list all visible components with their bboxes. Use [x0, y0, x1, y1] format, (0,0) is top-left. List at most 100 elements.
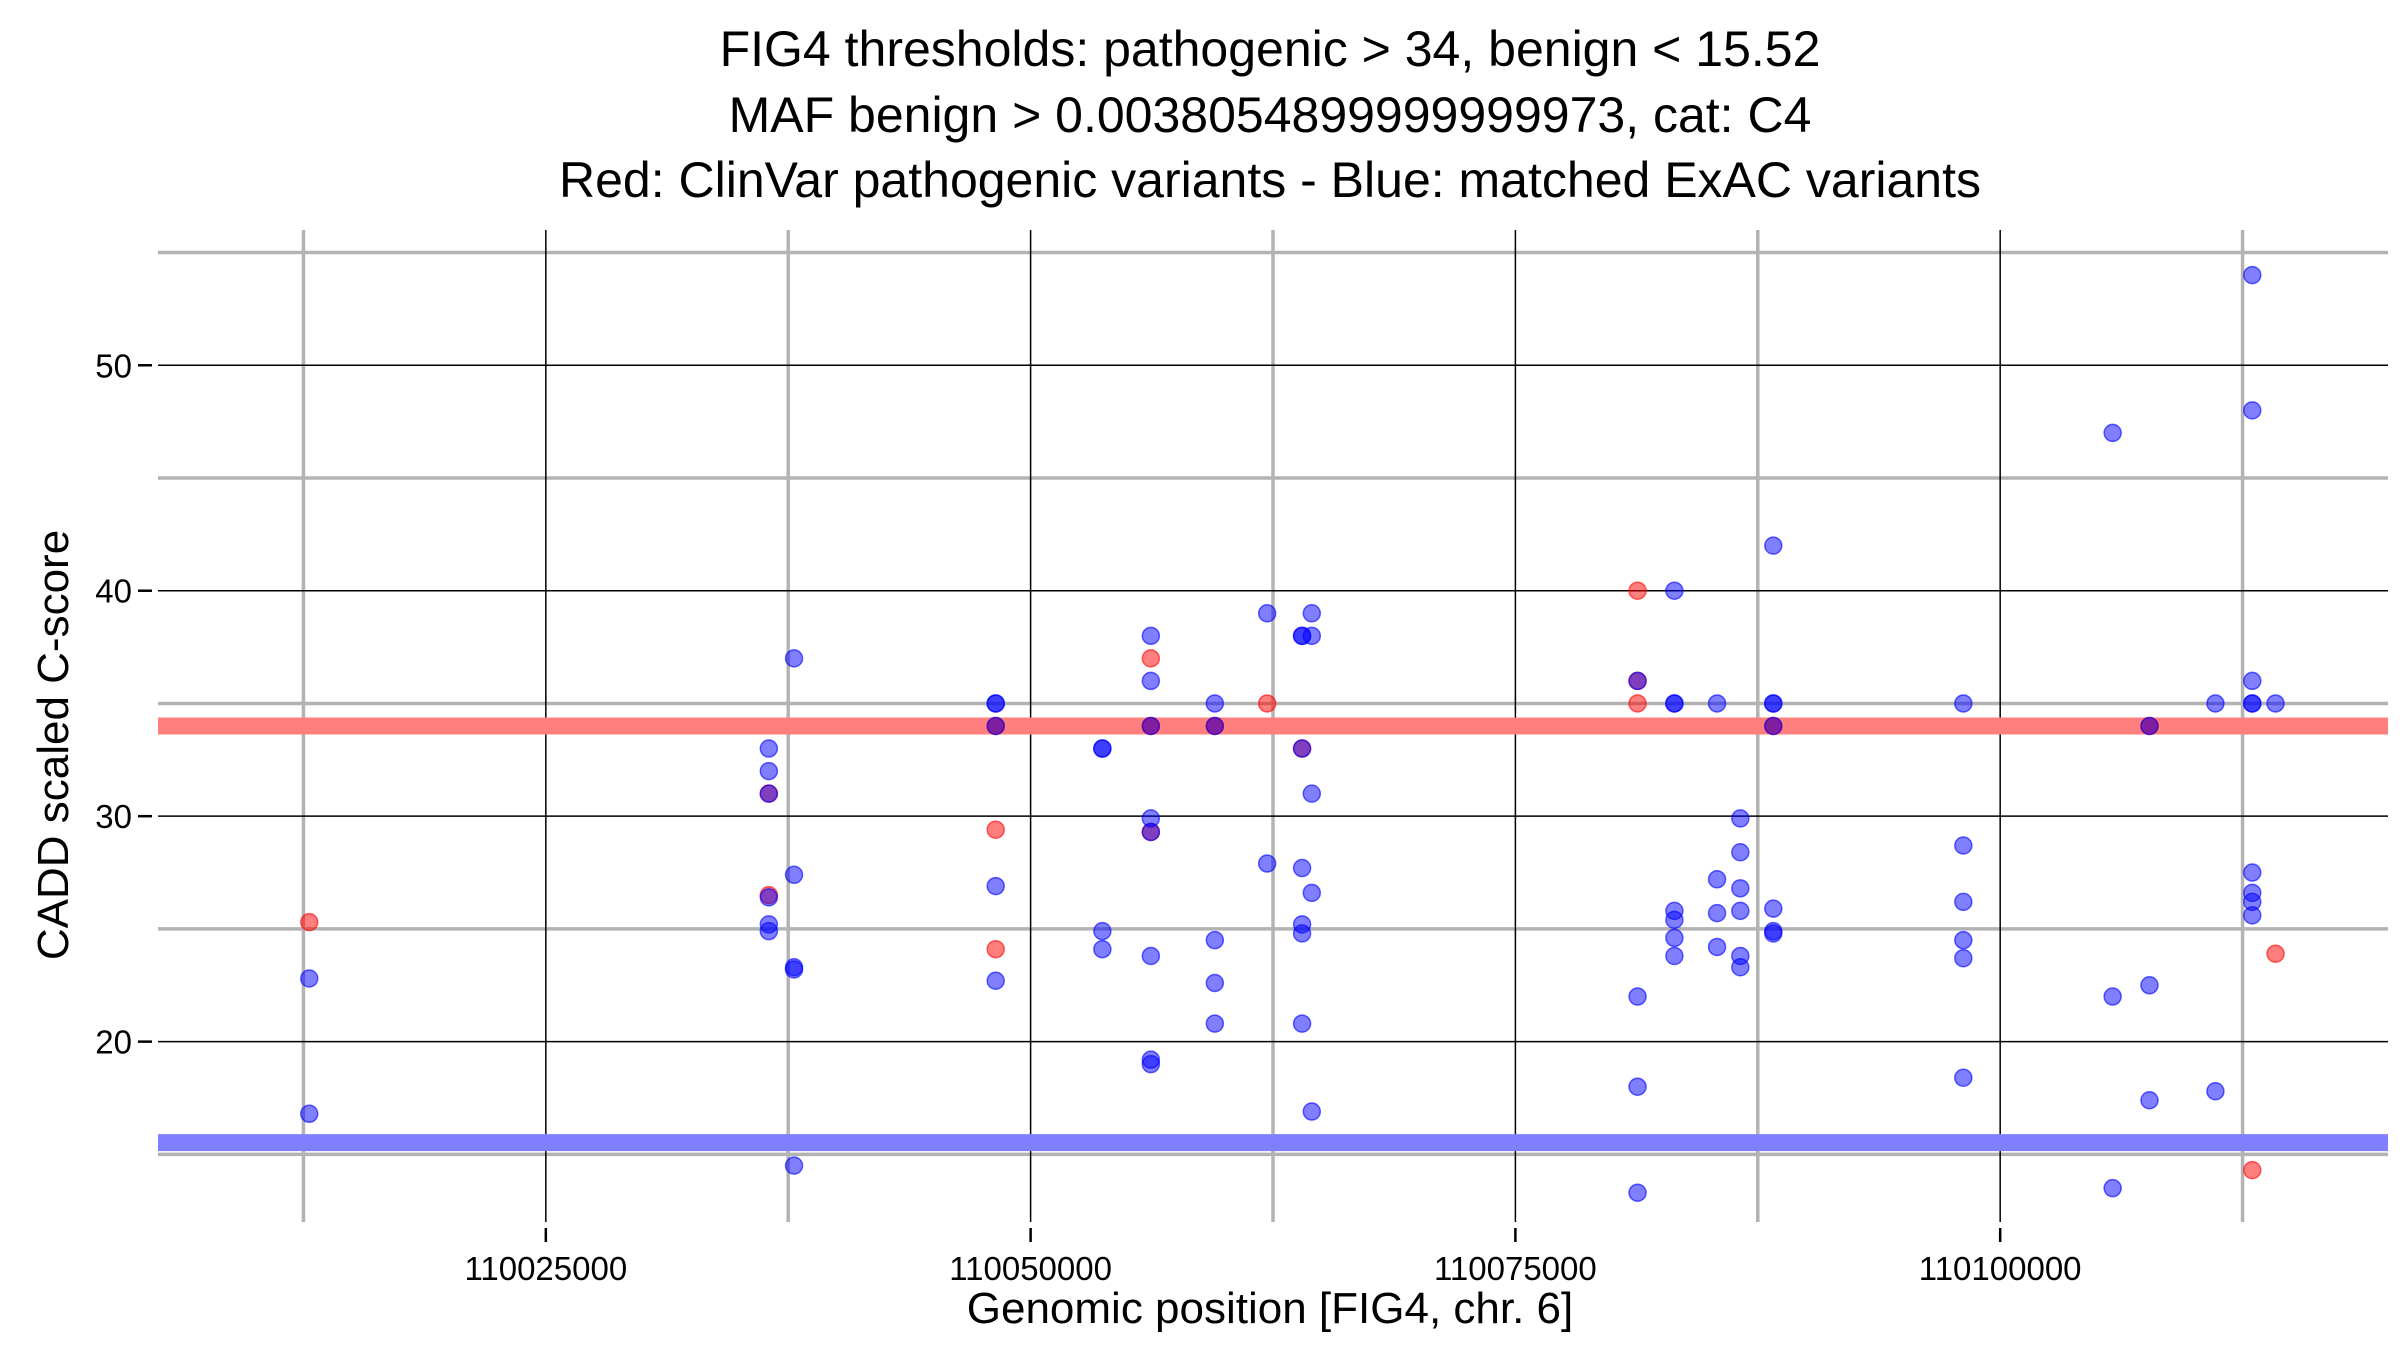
data-point-series-1	[986, 876, 1005, 896]
data-point-series-1	[1731, 901, 1750, 921]
data-point-series-1	[1141, 716, 1161, 736]
data-point-series-1	[1205, 973, 1225, 993]
data-point-series-1	[1141, 671, 1161, 691]
data-point-series-0	[2266, 944, 2285, 963]
data-point-series-1	[1205, 1014, 1225, 1033]
data-point-series-1	[1954, 930, 1973, 950]
data-point-series-1	[1257, 854, 1277, 873]
y-axis-title: CADD scaled C-score	[29, 530, 78, 960]
data-point-series-1	[2243, 401, 2262, 420]
data-point-series-1	[1292, 858, 1312, 878]
data-point-series-1	[1302, 883, 1322, 903]
data-point-series-1	[1302, 784, 1322, 803]
data-point-series-1	[759, 784, 779, 803]
x-tick-label: 110100000	[1919, 1250, 2082, 1287]
data-point-series-0	[986, 939, 1005, 959]
data-point-series-1	[1731, 809, 1750, 828]
data-point-series-1	[1141, 822, 1161, 842]
data-point-series-1	[986, 694, 1005, 713]
data-point-series-1	[1141, 946, 1161, 966]
data-point-series-1	[1141, 1054, 1161, 1074]
data-point-series-1	[1707, 870, 1727, 889]
data-point-series-1	[2243, 671, 2262, 691]
data-point-series-1	[2103, 423, 2122, 443]
data-point-series-1	[2103, 987, 2122, 1006]
data-points	[300, 265, 2285, 1202]
data-point-series-1	[1731, 843, 1750, 862]
data-point-series-1	[784, 960, 804, 979]
x-tick-label: 110050000	[949, 1250, 1112, 1287]
data-point-series-1	[1628, 1183, 1647, 1202]
data-point-series-1	[1954, 1068, 1973, 1087]
chart-title-line-2: MAF benign > 0.0038054899999999973, cat:…	[729, 87, 1812, 143]
data-point-series-1	[2103, 1178, 2122, 1198]
data-point-series-1	[986, 716, 1005, 736]
data-point-series-1	[300, 969, 319, 988]
x-axis: 110025000 110050000 110075000 110100000	[464, 1228, 2082, 1287]
data-point-series-1	[784, 865, 804, 885]
data-point-series-1	[2206, 1081, 2225, 1101]
y-tick-label: 20	[95, 1024, 132, 1061]
data-point-series-1	[1764, 536, 1783, 555]
data-point-series-0	[1141, 649, 1161, 668]
data-point-series-1	[2243, 863, 2262, 882]
data-point-series-1	[1707, 903, 1727, 923]
data-point-series-1	[1093, 921, 1112, 941]
data-point-series-0	[986, 820, 1005, 839]
data-point-series-1	[1292, 1014, 1312, 1033]
data-point-series-1	[2243, 906, 2262, 925]
data-point-series-1	[1205, 930, 1225, 950]
x-tick-label: 110075000	[1434, 1250, 1597, 1287]
data-point-series-0	[300, 912, 319, 932]
data-point-series-1	[759, 739, 779, 758]
data-point-series-1	[1731, 957, 1750, 977]
chart-title-line-1: FIG4 thresholds: pathogenic > 34, benign…	[720, 21, 1821, 77]
data-point-series-1	[1665, 946, 1684, 966]
data-point-series-1	[2243, 694, 2262, 713]
data-point-series-1	[1665, 581, 1684, 600]
data-point-series-1	[2243, 265, 2262, 285]
data-point-series-1	[1093, 939, 1112, 959]
data-point-series-0	[1628, 581, 1647, 600]
y-tick-label: 40	[95, 573, 132, 610]
data-point-series-1	[1628, 671, 1647, 691]
data-point-series-1	[1093, 739, 1112, 758]
data-point-series-1	[1954, 836, 1973, 855]
data-point-series-1	[1628, 1077, 1647, 1096]
y-tick-label: 30	[95, 798, 132, 835]
data-point-series-1	[1764, 716, 1783, 736]
data-point-series-1	[759, 921, 779, 941]
data-point-series-0	[2243, 1160, 2262, 1180]
data-point-series-1	[1731, 879, 1750, 898]
threshold-lines	[158, 717, 2388, 1152]
y-axis: 20 30 40 50	[95, 347, 152, 1061]
data-point-series-1	[1764, 694, 1783, 713]
data-point-series-1	[1665, 928, 1684, 948]
data-point-series-1	[1205, 694, 1225, 713]
data-point-series-1	[784, 649, 804, 668]
data-point-series-1	[2266, 694, 2285, 713]
x-axis-title: Genomic position [FIG4, chr. 6]	[967, 1284, 1573, 1333]
data-point-series-1	[1665, 694, 1684, 713]
data-point-series-1	[1292, 739, 1312, 758]
data-point-series-1	[1954, 892, 1973, 912]
data-point-series-1	[2140, 1091, 2159, 1110]
data-point-series-1	[986, 971, 1005, 991]
chart-title: FIG4 thresholds: pathogenic > 34, benign…	[559, 21, 1981, 208]
data-point-series-1	[759, 888, 779, 907]
data-point-series-1	[1665, 910, 1684, 930]
x-tick-label: 110025000	[464, 1250, 627, 1287]
y-tick-label: 50	[95, 347, 132, 384]
data-point-series-1	[1628, 987, 1647, 1006]
data-point-series-1	[1205, 716, 1225, 736]
data-point-series-1	[1707, 937, 1727, 957]
data-point-series-1	[1257, 604, 1277, 623]
data-point-series-1	[759, 761, 779, 781]
data-point-series-1	[1707, 694, 1727, 713]
data-point-series-1	[784, 1156, 804, 1175]
data-point-series-1	[2140, 976, 2159, 995]
chart-title-line-3: Red: ClinVar pathogenic variants - Blue:…	[559, 152, 1981, 208]
data-point-series-0	[1257, 694, 1277, 713]
data-point-series-1	[1141, 626, 1161, 646]
